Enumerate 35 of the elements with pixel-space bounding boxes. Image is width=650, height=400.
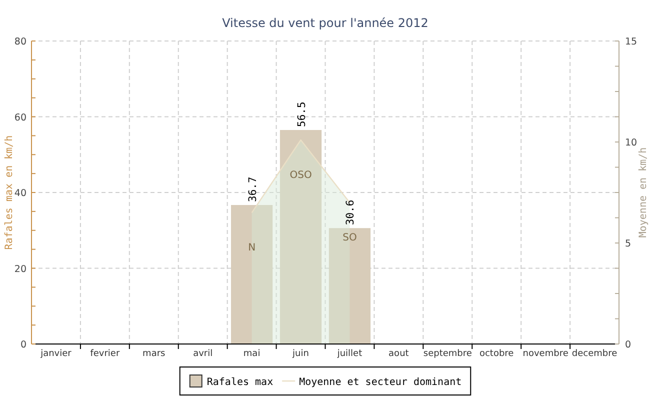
bar: [328, 228, 371, 344]
bar: [280, 130, 322, 344]
x-tick-label: novembre: [522, 349, 569, 359]
x-tick-label: fevrier: [90, 349, 120, 359]
y2-axis-title: Moyenne en km/h: [638, 147, 649, 238]
y2-tick-label: 10: [625, 138, 638, 148]
data-label: 30.6: [344, 200, 357, 226]
y2-tick-label: 5: [625, 238, 632, 250]
data-label: SO: [342, 232, 357, 244]
y-tick-label: 0: [20, 340, 26, 350]
y-tick-label: 40: [14, 188, 26, 199]
x-tick-label: juillet: [336, 349, 363, 359]
x-tick-label: decembre: [572, 349, 618, 359]
x-tick-label: mars: [142, 349, 166, 359]
data-label: 36.7: [246, 176, 259, 202]
data-label: OSO: [290, 170, 312, 181]
x-tick-label: octobre: [479, 349, 514, 359]
x-tick-label: janvier: [40, 349, 72, 359]
y2-tick-label: 15: [625, 36, 638, 48]
chart-title: Vitesse du vent pour l'année 2012: [222, 16, 428, 30]
x-tick-label: septembre: [423, 349, 472, 359]
data-label: N: [248, 242, 256, 254]
legend-label: Moyenne et secteur dominant: [299, 377, 462, 388]
x-tick-label: avril: [193, 349, 213, 359]
x-tick-label: mai: [243, 349, 260, 359]
y-tick-label: 60: [14, 112, 26, 124]
y-tick-label: 80: [14, 36, 26, 48]
y2-tick-label: 0: [625, 340, 632, 350]
y-axis-title: Rafales max en km/h: [4, 135, 15, 250]
y-tick-label: 20: [14, 264, 26, 275]
legend-label: Rafales max: [206, 377, 274, 388]
x-tick-label: juin: [292, 349, 309, 359]
bar: [231, 205, 273, 344]
x-tick-label: aout: [388, 349, 410, 359]
data-label: 56.5: [296, 102, 308, 128]
